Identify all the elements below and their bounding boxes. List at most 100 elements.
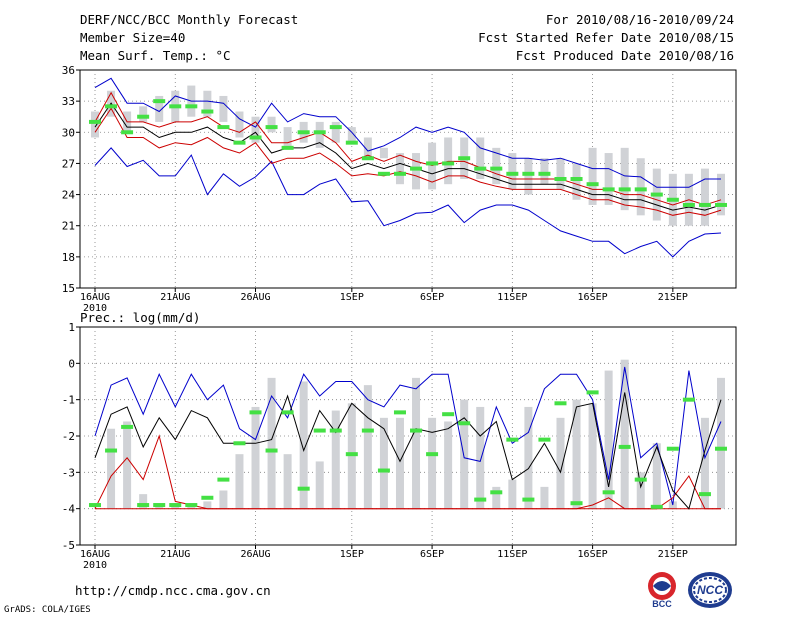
panel2-median-marker: [490, 490, 503, 495]
panel1-mean-line: [94, 102, 722, 211]
panel1-spread-box: [428, 142, 437, 190]
panel1-spread-box: [572, 163, 581, 200]
panel2-spread-box: [251, 406, 260, 509]
panel1-spread-box: [267, 116, 276, 133]
panel2-x-tick-label: 11SEP: [497, 549, 527, 560]
panel2-median-marker: [426, 452, 439, 457]
panel1-y-tick-label: 15: [62, 282, 75, 295]
panel2-median-marker: [666, 446, 679, 451]
panel2-median-marker: [361, 428, 374, 433]
panel1-median-marker: [410, 166, 423, 171]
panel2-median-marker: [249, 410, 262, 415]
panel2-median-marker: [458, 421, 471, 426]
panel2-max-line: [94, 366, 722, 506]
panel2-y-tick-label: -4: [62, 503, 76, 516]
panel2-spread-box: [460, 399, 469, 509]
fcst-started-date: Fcst Started Refer Date 2010/08/15: [478, 30, 734, 45]
panel2-median-marker: [442, 412, 455, 417]
panel1-median-marker: [650, 192, 663, 197]
panel2-median-marker: [377, 468, 390, 473]
panel1-median-marker: [570, 177, 583, 181]
panel2-median-marker: [570, 501, 583, 506]
panel1-median-marker: [89, 119, 101, 124]
panel1-spread-box: [315, 121, 324, 148]
panel1-y-tick-label: 36: [62, 64, 75, 77]
panel2-spread-box: [299, 381, 308, 509]
panel2-spread-box: [508, 479, 517, 509]
panel1-min-line: [94, 147, 722, 258]
panel1-median-marker: [666, 197, 679, 202]
panel1-x-tick-label: 1SEP: [340, 292, 364, 303]
panel2-spread-box: [363, 385, 372, 509]
panel2-spread-box: [540, 486, 549, 509]
panel1-median-marker: [602, 187, 615, 192]
panel1-x-tick-label: 16SEP: [578, 292, 608, 303]
panel1-spread-box: [717, 173, 725, 216]
panel1-spread-box: [219, 95, 228, 122]
panel1-x-tick-label: 21AUG: [160, 292, 190, 303]
panel2-spread-box: [235, 454, 244, 509]
panel2-spread-box: [717, 377, 725, 509]
panel1-spread-box: [412, 153, 421, 190]
panel2-spread-box: [379, 417, 388, 509]
panel1-x-year-label: 2010: [83, 303, 107, 314]
panel2-x-tick-label: 16AUG: [80, 549, 110, 560]
panel1-spread-box: [155, 95, 164, 122]
panel1-y-tick-label: 30: [62, 126, 75, 139]
panel2-spread-box: [315, 461, 324, 509]
panel2-median-marker: [233, 441, 246, 446]
panel2-spread-box: [331, 410, 340, 509]
panel2-spread-box: [428, 417, 437, 509]
panel1-median-marker: [105, 104, 118, 109]
source-url[interactable]: http://cmdp.ncc.cma.gov.cn: [75, 583, 271, 598]
panel2-median-marker: [650, 504, 663, 509]
panel2-y-tick-label: -3: [62, 466, 75, 479]
panel2-median-marker: [410, 428, 423, 433]
panel1-spread-box: [508, 153, 517, 190]
panel2-median-marker: [265, 448, 278, 453]
bcc-logo-text: BCC: [652, 599, 672, 609]
panel1-spread-box: [476, 137, 485, 179]
panel2-median-marker: [393, 410, 406, 415]
panel2-median-marker: [313, 428, 326, 433]
panel1-spread-box: [331, 121, 340, 143]
panel1-x-tick-label: 6SEP: [420, 292, 444, 303]
panel2-spread-box: [700, 417, 709, 509]
panel2-median-marker: [682, 397, 695, 402]
panel2-median-marker: [201, 495, 214, 500]
panel1-upper-line: [94, 91, 722, 206]
panel2-x-tick-label: 1SEP: [340, 549, 364, 560]
panel1-median-marker: [329, 125, 342, 130]
panel1-spread-box: [251, 116, 260, 143]
panel1-median-marker: [217, 125, 230, 130]
panel2-spread-box: [652, 443, 661, 509]
panel2-spread-box: [604, 370, 613, 509]
panel2-spread-box: [572, 399, 581, 509]
panel2-spread-box: [203, 501, 212, 509]
panel1-spread-box: [540, 158, 549, 185]
panel1-y-tick-label: 33: [62, 95, 75, 108]
panel1-median-marker: [715, 202, 727, 207]
panel2-median-marker: [698, 492, 711, 497]
panel2-median-marker: [329, 428, 342, 433]
panel1-median-marker: [538, 171, 551, 176]
panel1-y-tick-label: 27: [62, 157, 75, 170]
panel2-mean-line: [94, 392, 722, 510]
panel1-median-marker: [345, 140, 358, 145]
panel1-median-marker: [698, 202, 711, 207]
panel1-spread-box: [588, 147, 597, 205]
panel1-median-marker: [442, 161, 455, 166]
panel2-median-marker: [105, 448, 118, 453]
panel2-y-tick-label: -5: [62, 539, 75, 552]
fcst-produced-date: Fcst Produced Date 2010/08/16: [515, 48, 734, 63]
panel1-median-marker: [121, 130, 134, 135]
panel2-spread-box: [123, 421, 132, 509]
member-size-label: Member Size=40: [80, 30, 186, 45]
panel1-median-marker: [153, 99, 166, 104]
panel1-spread-box: [283, 127, 292, 148]
panel1-spread-box: [444, 137, 453, 185]
panel2-median-marker: [281, 410, 294, 415]
panel2-spread-box: [588, 403, 597, 509]
panel1-median-marker: [265, 125, 278, 130]
